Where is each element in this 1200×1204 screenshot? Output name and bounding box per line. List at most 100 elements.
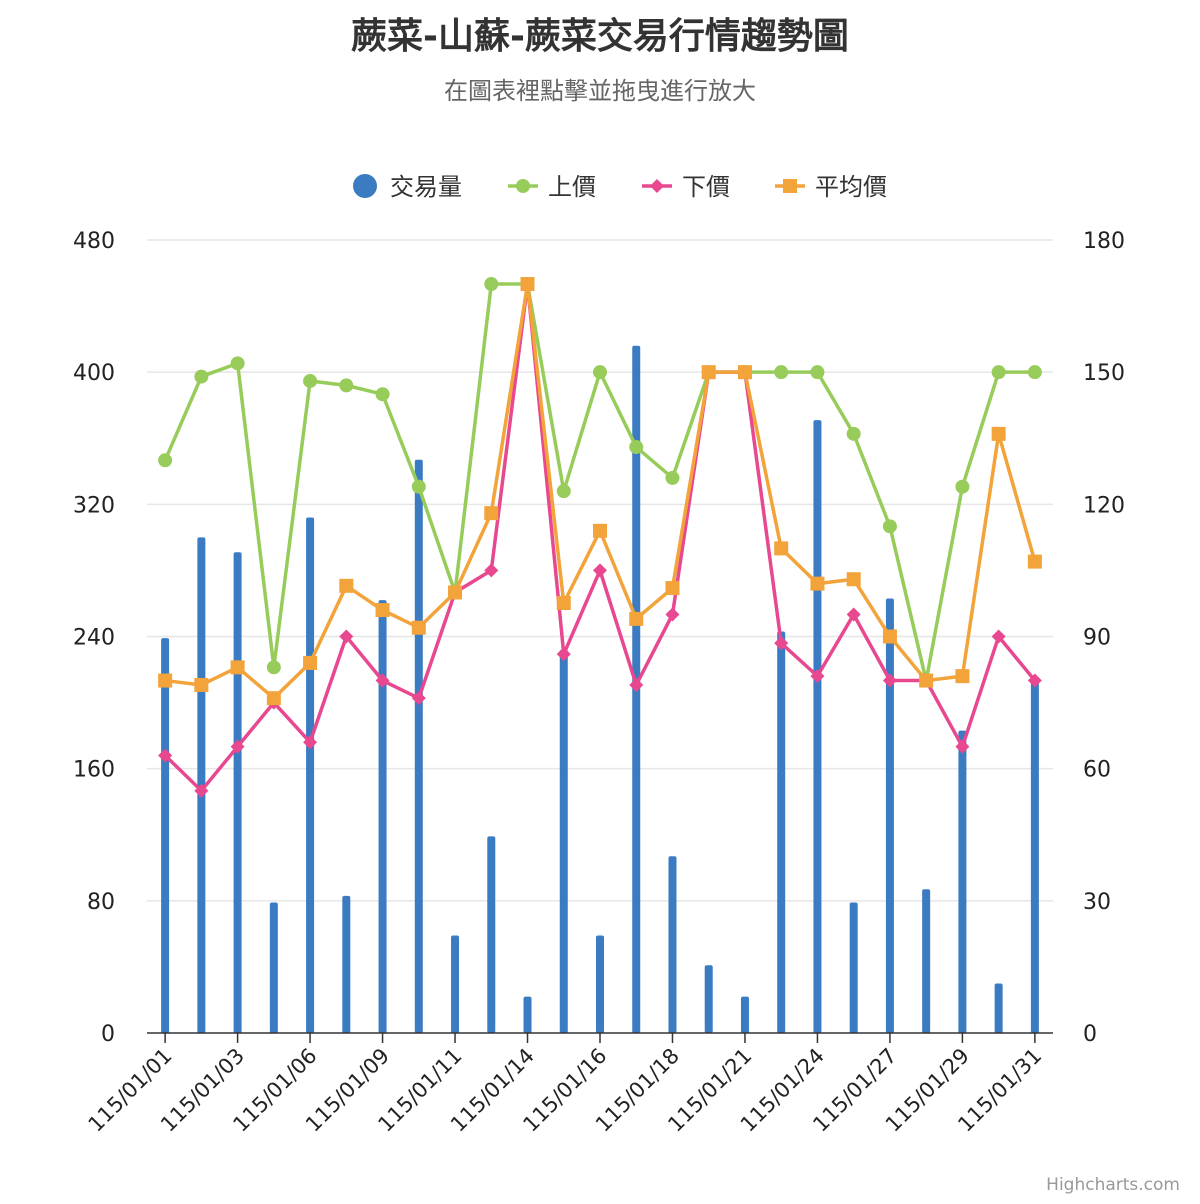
data-point-marker[interactable] [158, 453, 173, 468]
data-point-marker[interactable] [1027, 365, 1042, 380]
data-point-marker[interactable] [484, 277, 499, 292]
data-point-marker[interactable] [556, 596, 571, 611]
data-point-marker[interactable] [303, 735, 318, 750]
data-point-marker[interactable] [520, 277, 535, 292]
legend-item[interactable]: 平均價 [775, 173, 887, 201]
volume-bar[interactable] [414, 459, 423, 1034]
data-point-marker[interactable] [230, 356, 245, 371]
volume-bar[interactable] [885, 598, 894, 1033]
data-point-marker[interactable] [810, 576, 825, 591]
volume-bar[interactable] [378, 600, 387, 1033]
volume-bar[interactable] [523, 996, 532, 1033]
series-line[interactable] [163, 282, 1035, 681]
data-point-marker[interactable] [266, 691, 281, 706]
data-point-marker[interactable] [919, 673, 934, 688]
data-point-marker[interactable] [593, 365, 607, 380]
volume-bar[interactable] [922, 889, 931, 1033]
volume-bar[interactable] [306, 517, 315, 1033]
x-axis: 115/01/01115/01/03115/01/06115/01/09115/… [84, 1032, 1053, 1137]
data-point-marker[interactable] [339, 629, 354, 644]
data-point-marker[interactable] [556, 647, 571, 662]
data-point-marker[interactable] [882, 673, 897, 688]
data-point-marker[interactable] [411, 691, 426, 706]
data-point-marker[interactable] [593, 563, 607, 578]
data-point-marker[interactable] [629, 611, 644, 626]
data-point-marker[interactable] [1027, 673, 1042, 688]
data-point-marker[interactable] [556, 484, 571, 499]
legend-symbol [353, 174, 377, 198]
data-point-marker[interactable] [882, 519, 897, 534]
volume-bar[interactable] [777, 631, 786, 1033]
y-left-tick-label: 480 [73, 229, 115, 254]
volume-bar[interactable] [994, 983, 1003, 1033]
data-point-marker[interactable] [774, 541, 789, 556]
credits-link[interactable]: Highcharts.com [1046, 1175, 1180, 1195]
data-point-marker[interactable] [991, 365, 1006, 380]
volume-bar[interactable] [813, 420, 822, 1033]
data-point-marker[interactable] [846, 572, 861, 587]
legend-item[interactable]: 交易量 [353, 173, 462, 201]
data-point-marker[interactable] [629, 677, 644, 692]
data-point-marker[interactable] [665, 581, 680, 596]
volume-bar[interactable] [849, 902, 858, 1033]
data-point-marker[interactable] [375, 387, 390, 402]
legend-item[interactable]: 上價 [508, 173, 596, 201]
data-point-marker[interactable] [158, 673, 173, 688]
data-point-marker[interactable] [846, 426, 861, 441]
data-point-marker[interactable] [339, 378, 354, 393]
volume-bar[interactable] [161, 638, 170, 1033]
y-right-tick-label: 180 [1083, 229, 1125, 254]
data-point-marker[interactable] [774, 636, 789, 651]
volume-bar[interactable] [269, 902, 278, 1033]
data-point-marker[interactable] [411, 479, 426, 494]
volume-bar[interactable] [1030, 677, 1039, 1033]
data-point-marker[interactable] [230, 660, 245, 675]
volume-bar[interactable] [559, 649, 568, 1033]
data-point-marker[interactable] [810, 669, 825, 684]
data-point-marker[interactable] [701, 365, 716, 380]
data-point-marker[interactable] [1027, 554, 1042, 569]
data-point-marker[interactable] [266, 660, 281, 675]
data-point-marker[interactable] [593, 523, 607, 538]
data-point-marker[interactable] [339, 578, 354, 593]
data-point-marker[interactable] [955, 479, 970, 494]
data-point-marker[interactable] [303, 655, 318, 670]
data-point-marker[interactable] [375, 603, 390, 618]
data-point-marker[interactable] [665, 607, 680, 622]
data-point-marker[interactable] [194, 677, 209, 692]
data-point-marker[interactable] [774, 365, 789, 380]
volume-bar[interactable] [704, 965, 713, 1033]
data-point-marker[interactable] [484, 563, 499, 578]
data-point-marker[interactable] [991, 426, 1006, 441]
data-point-marker[interactable] [194, 783, 209, 798]
data-point-marker[interactable] [303, 373, 318, 388]
volume-bar[interactable] [451, 935, 460, 1033]
volume-bar[interactable] [233, 552, 242, 1033]
data-point-marker[interactable] [629, 440, 644, 455]
data-point-marker[interactable] [810, 365, 825, 380]
data-point-marker[interactable] [411, 620, 426, 635]
data-point-marker[interactable] [375, 673, 390, 688]
volume-bar[interactable] [740, 996, 749, 1033]
data-point-marker[interactable] [991, 629, 1006, 644]
data-point-marker[interactable] [737, 365, 752, 380]
data-point-marker[interactable] [882, 629, 897, 644]
data-point-marker[interactable] [955, 669, 970, 684]
data-point-marker[interactable] [448, 585, 463, 600]
volume-bar[interactable] [596, 935, 604, 1033]
volume-bar[interactable] [668, 856, 677, 1033]
chart-subtitle: 在圖表裡點擊並拖曳進行放大 [444, 77, 756, 105]
data-point-marker[interactable] [158, 748, 173, 763]
legend: 交易量 上價 下價 平均價 [353, 173, 887, 201]
volume-bar[interactable] [958, 730, 967, 1033]
data-point-marker[interactable] [846, 607, 861, 622]
data-point-marker[interactable] [230, 739, 245, 754]
data-point-marker[interactable] [955, 739, 970, 754]
legend-item[interactable]: 下價 [642, 173, 730, 201]
volume-bar[interactable] [342, 895, 351, 1033]
data-point-marker[interactable] [194, 369, 209, 384]
data-point-marker[interactable] [665, 470, 680, 485]
data-point-marker[interactable] [484, 506, 499, 521]
volume-bar[interactable] [487, 836, 496, 1033]
